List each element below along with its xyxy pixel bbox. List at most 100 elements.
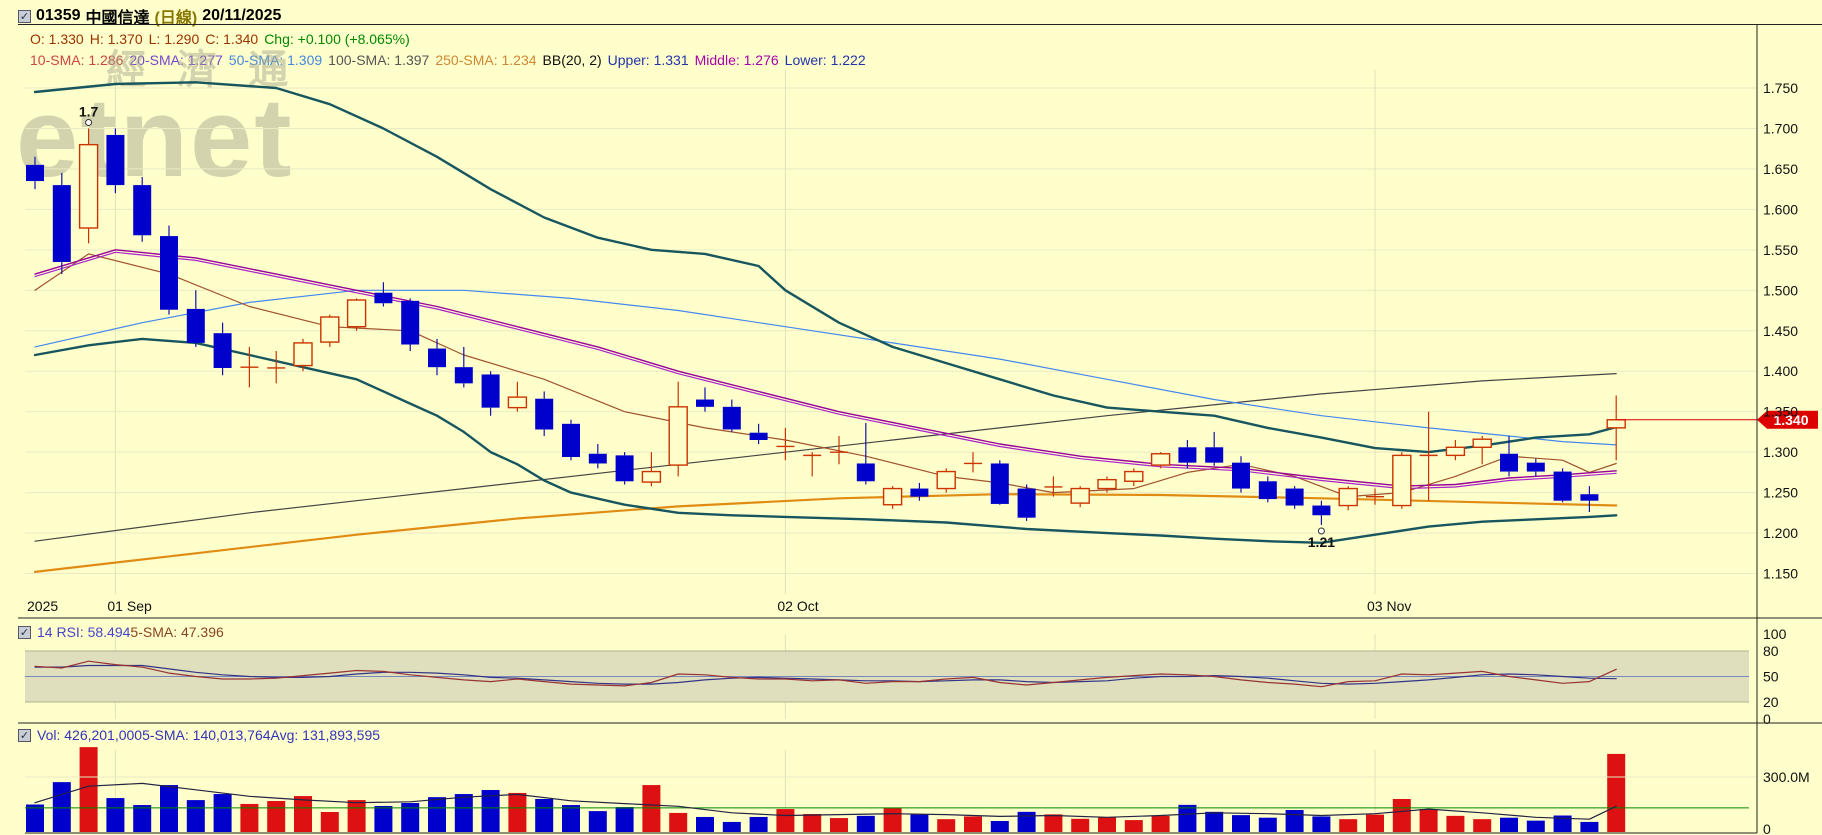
- volume-bar: [1017, 811, 1036, 832]
- stock-name: 中國信達: [85, 10, 150, 27]
- volume-bar: [1526, 820, 1545, 832]
- rsi-axis-label: 50: [1763, 669, 1779, 685]
- price-axis-label: 1.600: [1763, 201, 1798, 217]
- price-pane-toggle-checkbox[interactable]: ✓: [18, 9, 31, 23]
- rsi-axis-label: 80: [1763, 643, 1779, 659]
- volume-bar: [454, 794, 473, 832]
- axis-labels: 1.7501.7001.6501.6001.5501.5001.4501.400…: [27, 80, 1810, 835]
- price-axis-label: 1.250: [1763, 485, 1798, 501]
- volume-axis-label: 0: [1763, 821, 1771, 835]
- up-candle: [882, 487, 903, 506]
- volume-bar: [642, 785, 661, 832]
- volume-bar: [830, 818, 848, 832]
- ohlc-legend-row: O: 1.330 H: 1.370 L: 1.290 C: 1.340 Chg: +0.…: [30, 31, 416, 47]
- volume-bar: [294, 796, 312, 832]
- volume-bar: [696, 816, 714, 832]
- price-grid: [25, 87, 1757, 575]
- volume-bar: [428, 797, 446, 832]
- volume-bar: [1553, 815, 1572, 832]
- date-axis-label: 02 Oct: [777, 598, 818, 614]
- rsi-band: [25, 650, 1749, 703]
- volume-bar: [213, 794, 232, 832]
- volume-bar: [883, 807, 902, 832]
- annotations: 1.7 1.21 1.340: [79, 103, 1818, 550]
- up-candle: [1124, 470, 1144, 482]
- price-axis-label: 1.300: [1763, 444, 1798, 460]
- stock-code: 01359: [36, 7, 81, 24]
- volume-bar: [776, 809, 795, 832]
- volume-pane-toggle-checkbox[interactable]: ✓: [18, 728, 31, 742]
- volume-bar: [160, 785, 178, 832]
- rsi-axis-label: 0: [1763, 711, 1771, 727]
- down-candle: [401, 300, 420, 345]
- price-axis-label: 1.700: [1763, 120, 1798, 136]
- volume-bar: [1151, 815, 1170, 832]
- sma50-line: [34, 289, 1617, 446]
- volume-bar: [669, 812, 688, 832]
- volume-bar: [79, 747, 98, 832]
- volume-bar: [1419, 809, 1438, 832]
- down-candle: [1500, 453, 1518, 472]
- down-candle: [1526, 462, 1545, 472]
- last-price-tag: [1757, 410, 1818, 429]
- indicator-segment-5: BB(20, 2): [542, 52, 602, 68]
- down-candle: [52, 185, 71, 262]
- chart-title-bar: ✓ 01359 中國信達 (日線) 20/11/2025: [18, 4, 281, 28]
- indicator-segment-6: Upper: 1.331: [607, 52, 689, 68]
- volume-bar: [508, 792, 527, 832]
- down-candle: [213, 333, 232, 368]
- down-candle: [856, 463, 875, 482]
- volume-sma5-line: [34, 782, 1617, 820]
- bb-middle-line: [34, 251, 1617, 490]
- down-candle: [133, 185, 152, 236]
- up-candle: [1150, 453, 1171, 466]
- down-candle: [1205, 447, 1224, 463]
- volume-bar: [1178, 804, 1197, 832]
- down-candle: [106, 134, 125, 186]
- rsi-lines: [34, 660, 1617, 688]
- volume-bar: [1232, 815, 1250, 832]
- date-axis-label: 2025: [27, 598, 58, 614]
- volume-bar: [1071, 818, 1090, 832]
- up-candle: [1097, 478, 1117, 490]
- volume-bar: [401, 803, 420, 832]
- volume-bar: [1205, 811, 1224, 832]
- volume-bar: [1607, 753, 1626, 832]
- volume-bar: [347, 800, 366, 832]
- volume-bar: [588, 811, 607, 832]
- up-candle: [293, 342, 313, 367]
- rsi-pane-toggle-checkbox[interactable]: ✓: [18, 625, 31, 639]
- down-candle: [1580, 494, 1599, 501]
- rsi-sma5-line: [34, 664, 1617, 685]
- down-candle: [990, 463, 1009, 504]
- down-candle: [1232, 462, 1250, 489]
- up-candle: [320, 316, 340, 343]
- price-axis-label: 1.650: [1763, 161, 1798, 177]
- volume-bar: [106, 798, 125, 832]
- down-candle: [186, 308, 205, 343]
- down-candle: [615, 455, 634, 482]
- volume-bar: [1366, 814, 1384, 832]
- rsi-line: [34, 660, 1617, 688]
- volume-bar: [1258, 817, 1277, 832]
- down-candle: [428, 348, 446, 368]
- volume-bar: [267, 801, 286, 832]
- volume-bars: [25, 747, 1757, 832]
- up-candle: [936, 470, 956, 490]
- sma100-line: [34, 373, 1617, 542]
- up-candle: [1392, 454, 1412, 507]
- indicator-segment-1: 20-SMA: 1.277: [129, 52, 223, 68]
- volume-bar: [52, 782, 71, 832]
- down-candle: [910, 488, 929, 497]
- down-candle: [749, 432, 768, 441]
- up-candle: [1070, 487, 1090, 504]
- price-axis-label: 1.200: [1763, 525, 1798, 541]
- frame: [18, 25, 1822, 834]
- volume-bar: [1124, 820, 1143, 832]
- price-axis-label: 1.750: [1763, 80, 1798, 96]
- volume-bar: [186, 800, 205, 832]
- volume-bar: [615, 807, 634, 832]
- volume-bar: [374, 805, 393, 832]
- volume-bar: [1044, 814, 1063, 832]
